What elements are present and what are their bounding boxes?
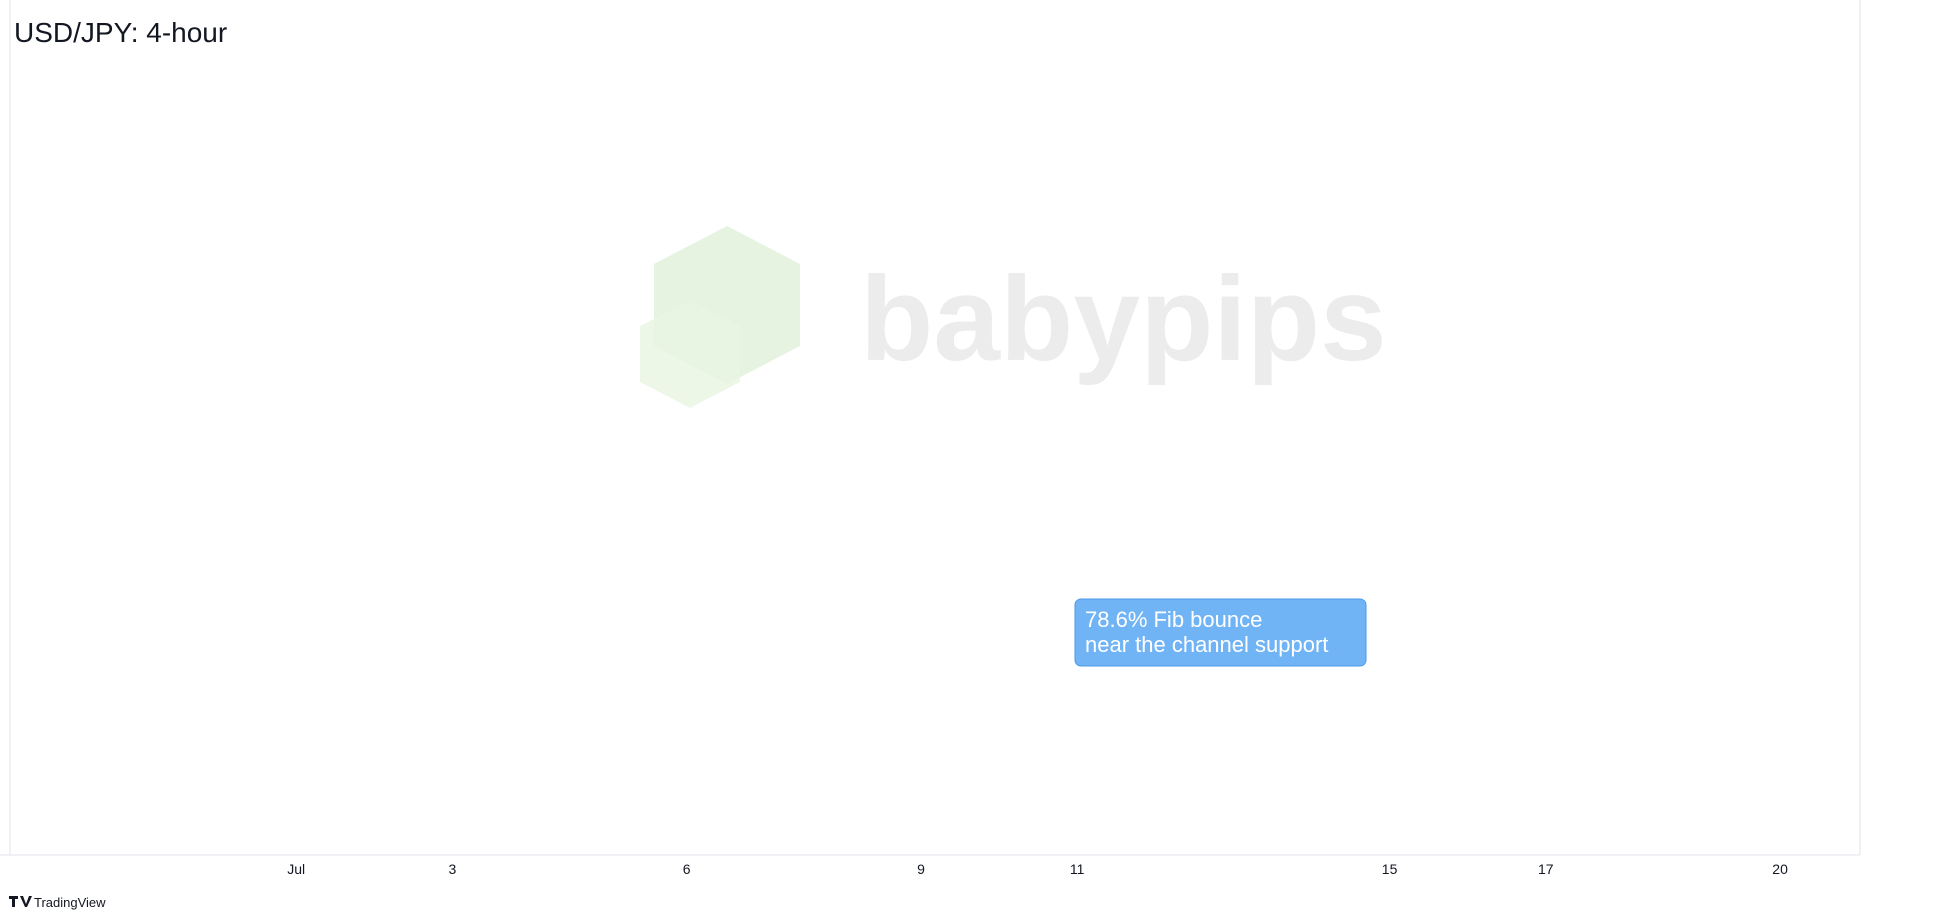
callout-line-2: near the channel support <box>1085 632 1328 657</box>
watermark-layer: babypips <box>640 226 1387 408</box>
time-tick-label: 6 <box>683 861 691 877</box>
time-tick-label: 3 <box>449 861 457 877</box>
callout-line-1: 78.6% Fib bounce <box>1085 607 1262 632</box>
callout-box[interactable] <box>1074 598 1367 667</box>
time-tick-label: 17 <box>1538 861 1554 877</box>
chart-title: USD/JPY: 4-hour <box>14 17 227 48</box>
tradingview-label: TradingView <box>34 895 106 910</box>
watermark-hexagon-small <box>640 300 740 408</box>
time-tick-label: Jul <box>287 861 305 877</box>
tradingview-footer: TradingView <box>9 895 106 910</box>
tradingview-logo-icon <box>9 896 32 907</box>
time-tick-label: 11 <box>1070 861 1085 877</box>
time-tick-label: 9 <box>917 861 925 877</box>
time-tick-label: 15 <box>1382 861 1398 877</box>
time-tick-label: 20 <box>1772 861 1788 877</box>
babypips-watermark: babypips <box>860 252 1387 386</box>
